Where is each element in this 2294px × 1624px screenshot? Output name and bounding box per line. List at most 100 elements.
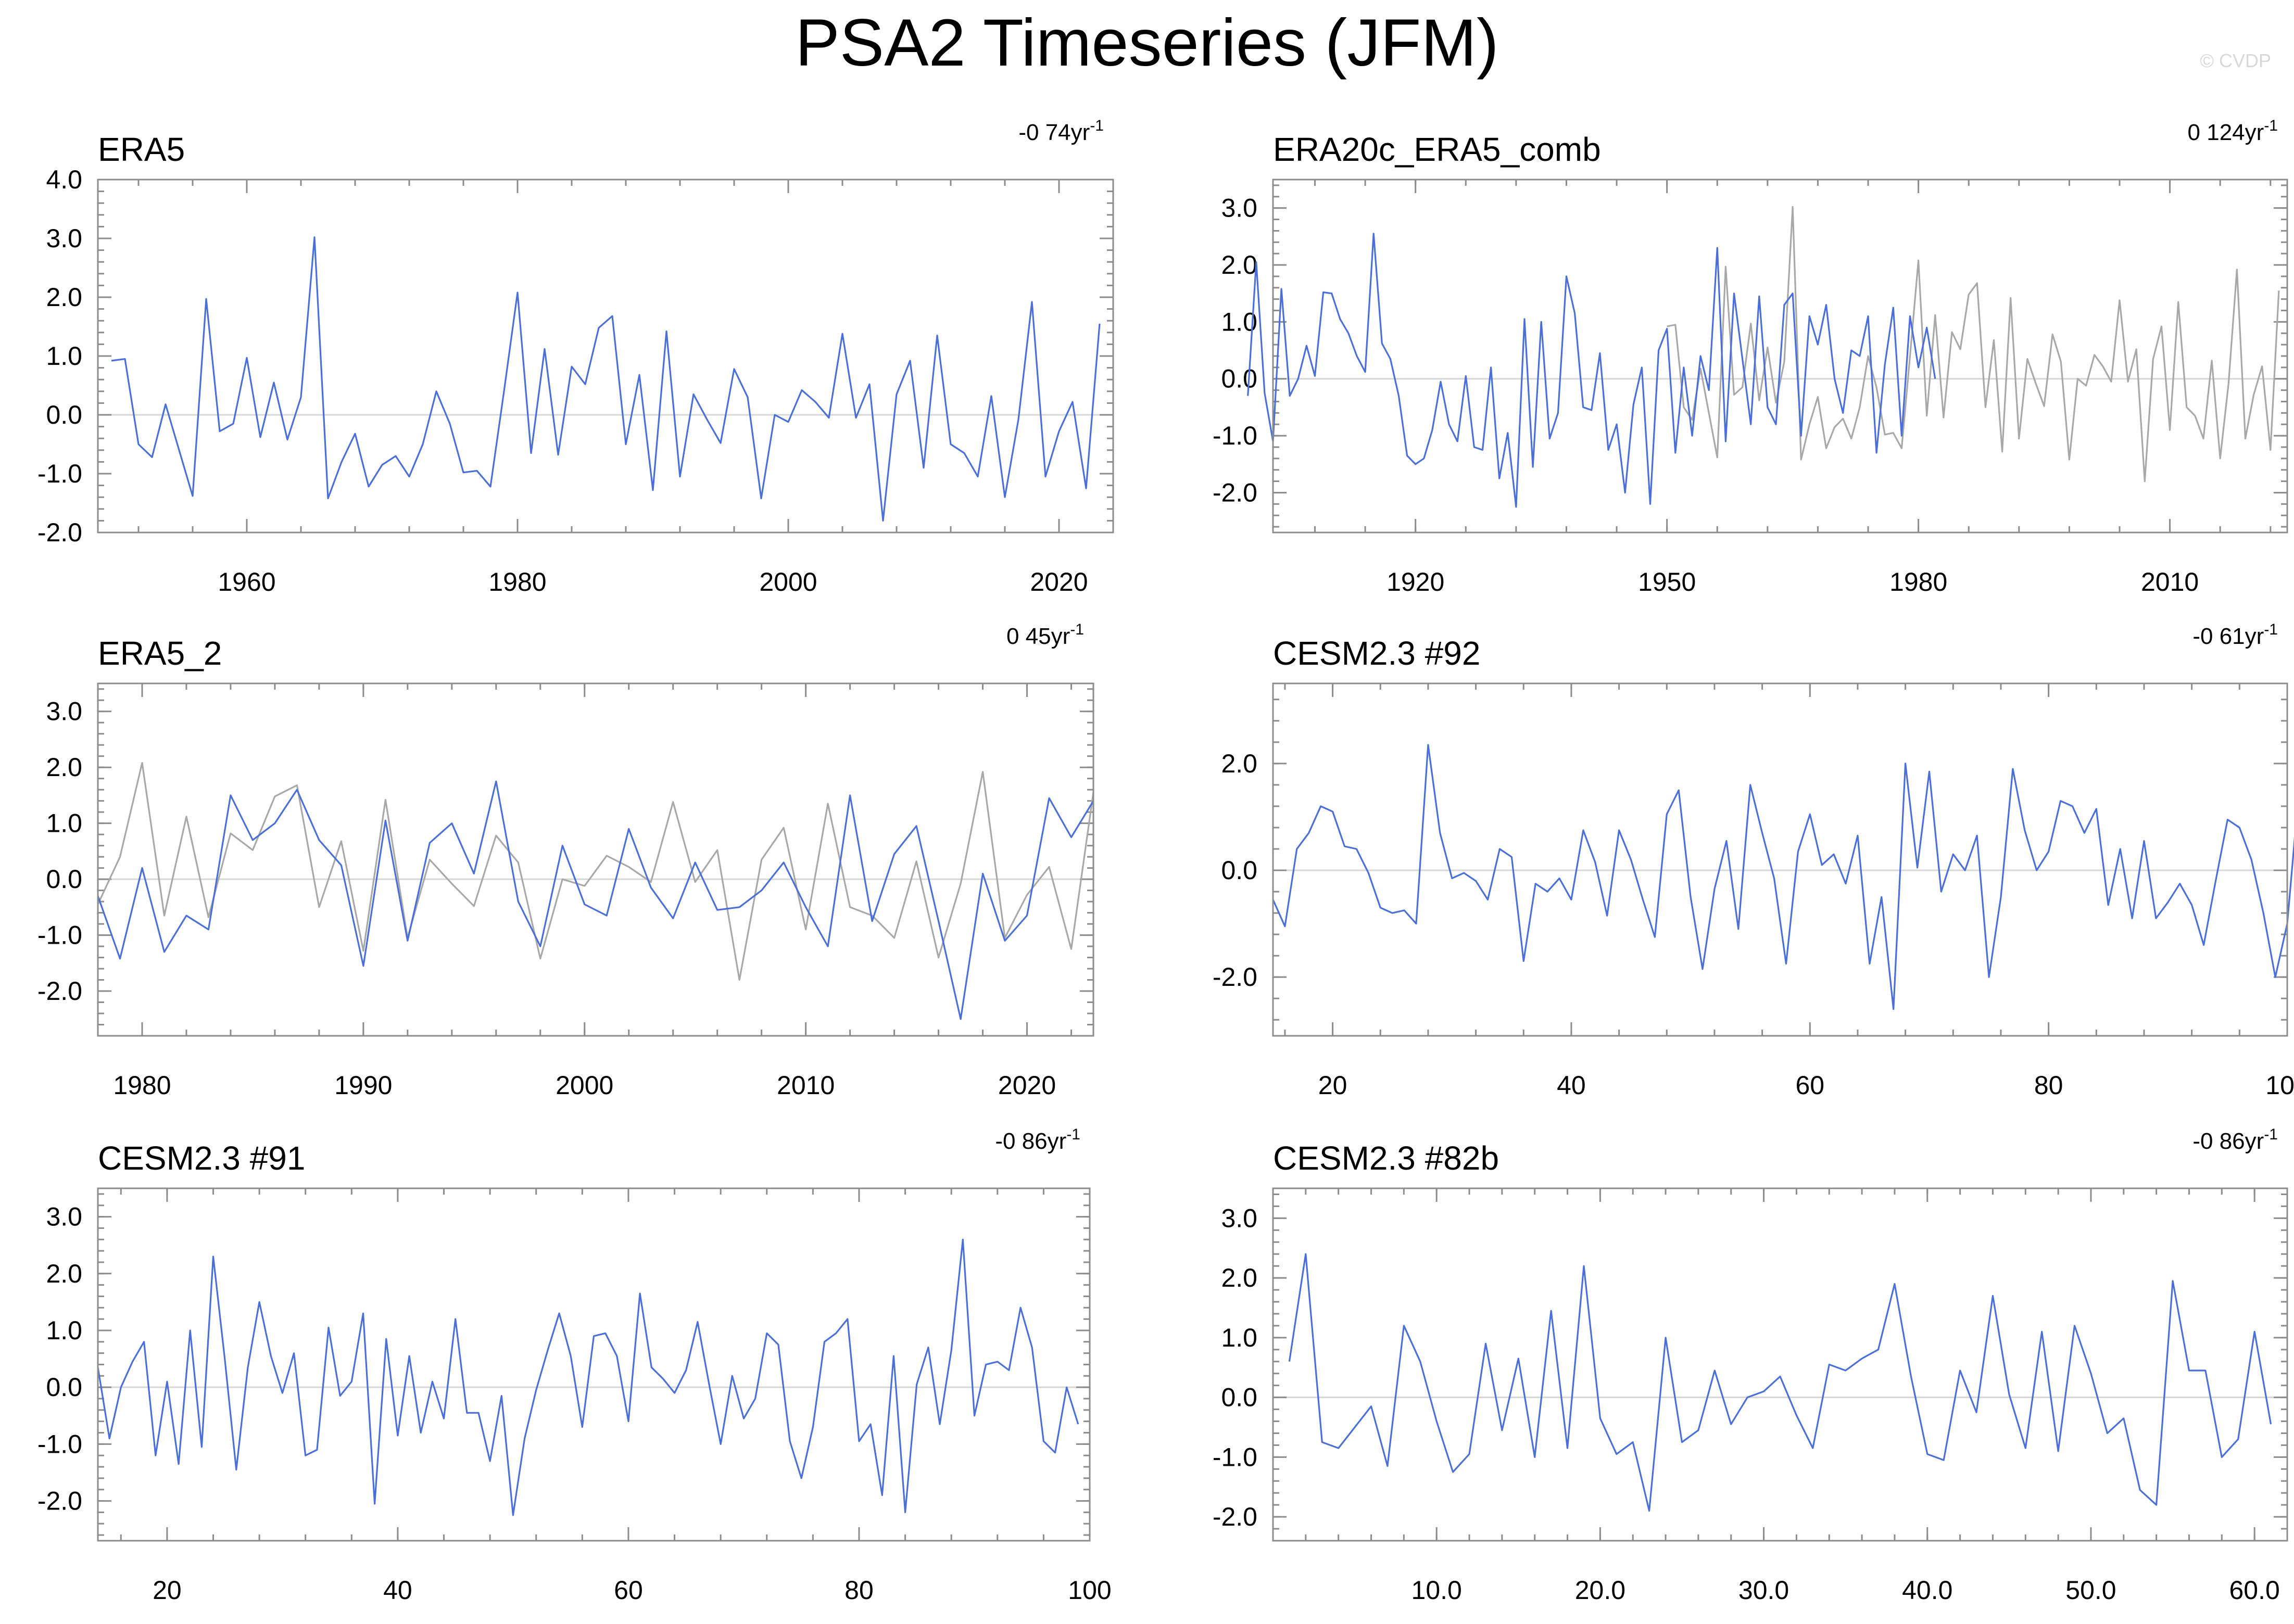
x-tick-label: 1960 <box>218 567 275 597</box>
trend-unit: -1 <box>2264 117 2278 134</box>
x-tick-label: 60 <box>614 1576 643 1605</box>
chart-panel-2: ERA20c_ERA5_comb 0 124yr-1 1920 1950 1980 201… <box>1213 117 2288 597</box>
panel-title: CESM2.3 #91 <box>98 1139 305 1177</box>
x-tick-label: 1980 <box>113 1071 171 1100</box>
chart-panel-6: CESM2.3 #82b -0 86yr-1 10.0 20.0 30.0 40.0 50.… <box>1213 1126 2288 1605</box>
plot-frame <box>97 179 1114 534</box>
x-tick-label: 1990 <box>334 1071 392 1100</box>
x-tick-label: 60 <box>1795 1071 1824 1100</box>
panel-title: CESM2.3 #92 <box>1273 635 1480 672</box>
chart-panel-5: CESM2.3 #91 -0 86yr-1 20 40 60 80 100 -2.0 -1.0 0… <box>37 1126 1112 1605</box>
x-tick-label: 80 <box>845 1576 874 1605</box>
x-tick-label: 2010 <box>777 1071 835 1100</box>
y-tick-label: -2.0 <box>1213 1502 1257 1531</box>
x-tick-label: 80 <box>2034 1071 2063 1100</box>
trend-value: 0 45yr <box>1006 624 1070 649</box>
trend-value: -0 86yr <box>2192 1128 2264 1154</box>
x-tick-label: 40.0 <box>1902 1576 1952 1605</box>
y-tick-label: -1.0 <box>1213 1442 1257 1471</box>
chart-panel-3: ERA5_2 0 45yr-1 1980 1990 2000 2010 2020 -2.0 -1… <box>37 621 1094 1100</box>
y-tick-label: -2.0 <box>37 1487 82 1516</box>
y-tick-label: -1.0 <box>37 459 82 488</box>
x-tick-label: 1980 <box>1889 567 1947 597</box>
trend-label: -0 86yr-1 <box>2192 1126 2278 1154</box>
series-line-1 <box>111 236 1101 522</box>
panel-title: ERA5_2 <box>98 635 222 672</box>
x-tick-label: 40 <box>383 1576 412 1605</box>
x-tick-label: 1950 <box>1638 567 1696 597</box>
x-tick-label: 100 <box>1068 1576 1111 1605</box>
x-tick-label: 20 <box>153 1576 182 1605</box>
x-tick-label: 20 <box>1318 1071 1347 1100</box>
plot-frame <box>1272 179 2288 534</box>
x-tick-label: 1980 <box>488 567 546 597</box>
credit-label: © CVDP <box>2200 50 2271 71</box>
y-tick-label: 3.0 <box>1221 194 1257 223</box>
y-tick-label: -2.0 <box>37 976 82 1006</box>
y-tick-label: -1.0 <box>1213 421 1257 450</box>
trend-value: -0 61yr <box>2192 624 2264 649</box>
series-line-2 <box>97 780 1094 1020</box>
panel-title: CESM2.3 #82b <box>1273 1139 1499 1177</box>
y-tick-label: -2.0 <box>1213 478 1257 507</box>
y-tick-label: 1.0 <box>46 341 82 371</box>
series-line-1 <box>1667 206 2280 483</box>
y-tick-label: 4.0 <box>46 165 82 194</box>
y-tick-label: 2.0 <box>1221 1263 1257 1292</box>
series-line-1 <box>1288 1253 2272 1512</box>
trend-unit: -1 <box>1066 1126 1080 1143</box>
series-line-1 <box>97 762 1094 981</box>
x-tick-label: 10.0 <box>1411 1576 1462 1605</box>
x-tick-label: 40 <box>1557 1071 1586 1100</box>
y-tick-label: 3.0 <box>46 224 82 253</box>
trend-label: -0 61yr-1 <box>2192 621 2278 649</box>
y-tick-label: 0.0 <box>1221 856 1257 885</box>
y-tick-label: 2.0 <box>46 283 82 312</box>
y-tick-label: 0.0 <box>1221 364 1257 394</box>
y-tick-label: 3.0 <box>46 697 82 726</box>
series-line-1 <box>97 1238 1079 1516</box>
y-tick-label: 1.0 <box>46 1316 82 1345</box>
y-tick-label: 2.0 <box>46 753 82 782</box>
trend-value: 0 124yr <box>2188 120 2264 145</box>
y-tick-label: 0.0 <box>1221 1383 1257 1412</box>
y-tick-label: 2.0 <box>1221 250 1257 280</box>
y-tick-label: 3.0 <box>46 1202 82 1232</box>
y-tick-label: 3.0 <box>1221 1203 1257 1233</box>
plot-frame <box>97 1187 1091 1542</box>
chart-panel-4: CESM2.3 #92 -0 61yr-1 20 40 60 80 100 -2.0 0.0 2.… <box>1213 621 2294 1100</box>
x-tick-label: 60.0 <box>2229 1576 2279 1605</box>
series-line-2 <box>1247 233 1936 508</box>
page-title: PSA2 Timeseries (JFM) <box>795 6 1499 80</box>
y-tick-label: 2.0 <box>1221 749 1257 778</box>
trend-label: 0 45yr-1 <box>1006 621 1084 649</box>
y-tick-label: -2.0 <box>1213 962 1257 992</box>
chart-panel-1: ERA5 -0 74yr-1 1960 1980 2000 2020 -2.0 -1.0 0.0… <box>37 117 1114 597</box>
y-tick-label: -1.0 <box>37 1429 82 1458</box>
x-tick-label: 2020 <box>998 1071 1056 1100</box>
trend-value: -0 86yr <box>995 1128 1066 1154</box>
y-tick-label: 1.0 <box>46 809 82 838</box>
plot-frame <box>1272 1187 2288 1542</box>
x-tick-label: 100 <box>2265 1071 2294 1100</box>
trend-label: -0 86yr-1 <box>995 1126 1080 1154</box>
trend-unit: -1 <box>1090 117 1104 134</box>
x-tick-label: 50.0 <box>2065 1576 2116 1605</box>
x-tick-label: 30.0 <box>1738 1576 1789 1605</box>
panel-title: ERA5 <box>98 131 185 168</box>
trend-unit: -1 <box>2264 1126 2278 1143</box>
trend-unit: -1 <box>2264 621 2278 638</box>
x-tick-label: 2010 <box>2141 567 2199 597</box>
trend-label: -0 74yr-1 <box>1018 117 1104 145</box>
y-tick-label: 0.0 <box>46 400 82 429</box>
y-tick-label: 0.0 <box>46 865 82 894</box>
series-line-1 <box>1272 744 2294 1010</box>
panel-title: ERA20c_ERA5_comb <box>1273 131 1601 168</box>
y-tick-label: 1.0 <box>1221 1323 1257 1352</box>
plot-frame <box>97 682 1094 1037</box>
y-tick-label: 2.0 <box>46 1259 82 1288</box>
x-tick-label: 2000 <box>556 1071 613 1100</box>
plot-frame <box>1272 682 2288 1037</box>
trend-value: -0 74yr <box>1018 120 1090 145</box>
